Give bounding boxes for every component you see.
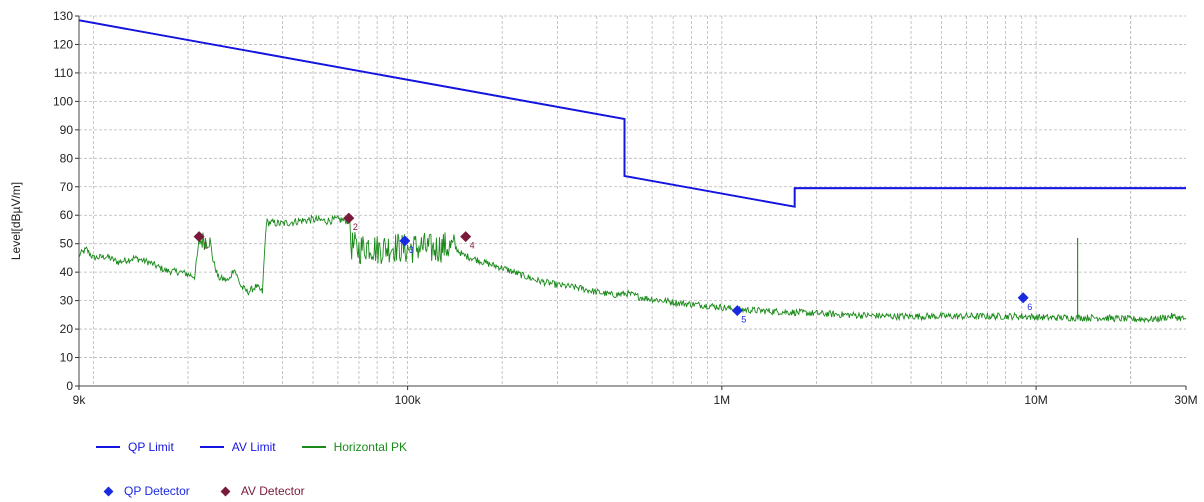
y-tick-label: 50 (60, 237, 74, 251)
qp-detector-marker (731, 305, 743, 317)
x-tick-label: 1M (714, 393, 731, 407)
plot-area (79, 16, 1186, 386)
y-tick-label: 110 (54, 66, 73, 80)
y-tick-label: 100 (53, 94, 73, 108)
legend-row-detectors: QP Detector AV Detector (101, 484, 305, 498)
marker-label: 4 (470, 241, 475, 251)
x-tick-label: 10M (1024, 393, 1047, 407)
qp-detector-legend-label: QP Detector (124, 484, 190, 498)
marker-label: 1 (203, 241, 208, 251)
qp-limit-legend-label: QP Limit (128, 440, 174, 454)
horizontal-pk-legend-swatch (301, 446, 326, 448)
y-tick-label: 60 (60, 208, 74, 222)
marker-label: 2 (353, 222, 358, 232)
y-tick-label: 40 (60, 265, 74, 279)
marker-label: 3 (409, 245, 414, 255)
series-horizontal-pk-line (78, 214, 1187, 324)
y-tick-label: 20 (60, 322, 74, 336)
y-tick-label: 90 (60, 123, 74, 137)
series-av-limit-line (78, 19, 1186, 208)
y-tick-label: 70 (60, 180, 74, 194)
av-limit-legend-label: AV Limit (231, 440, 276, 454)
av-limit-legend-swatch (199, 446, 224, 448)
y-tick-label: 30 (60, 294, 74, 308)
y-axis-label: Level[dBµV/m] (9, 182, 23, 260)
horizontal-pk-legend-label: Horizontal PK (333, 440, 407, 454)
av-detector-marker (193, 231, 205, 243)
marker-label: 5 (741, 315, 746, 325)
x-tick-label: 100k (395, 393, 422, 407)
chart-svg: 0 10 20 30 40 50 60 70 80 90 100 110 120 130 9k 100k 1M 1… (9, 9, 1198, 435)
x-tick-label: 9k (73, 393, 87, 407)
av-detector-legend-icon (220, 486, 231, 496)
legend-row-traces: QP Limit AV Limit Horizontal PK (96, 440, 407, 454)
av-detector-marker (460, 231, 472, 243)
x-tick-label: 30M (1174, 393, 1197, 407)
y-tick-label: 10 (60, 351, 74, 365)
y-tick-label: 0 (66, 379, 73, 393)
qp-detector-legend-icon (103, 486, 114, 496)
qp-detector-marker (1017, 292, 1029, 304)
qp-detector-marker (399, 235, 411, 247)
qp-limit-legend-swatch (96, 446, 120, 448)
av-detector-legend-label: AV Detector (240, 484, 305, 498)
y-tick-label: 120 (53, 37, 73, 51)
av-detector-marker (343, 212, 355, 224)
y-tick-label: 80 (60, 151, 74, 165)
marker-label: 6 (1027, 302, 1032, 312)
y-tick-label: 130 (53, 9, 73, 23)
